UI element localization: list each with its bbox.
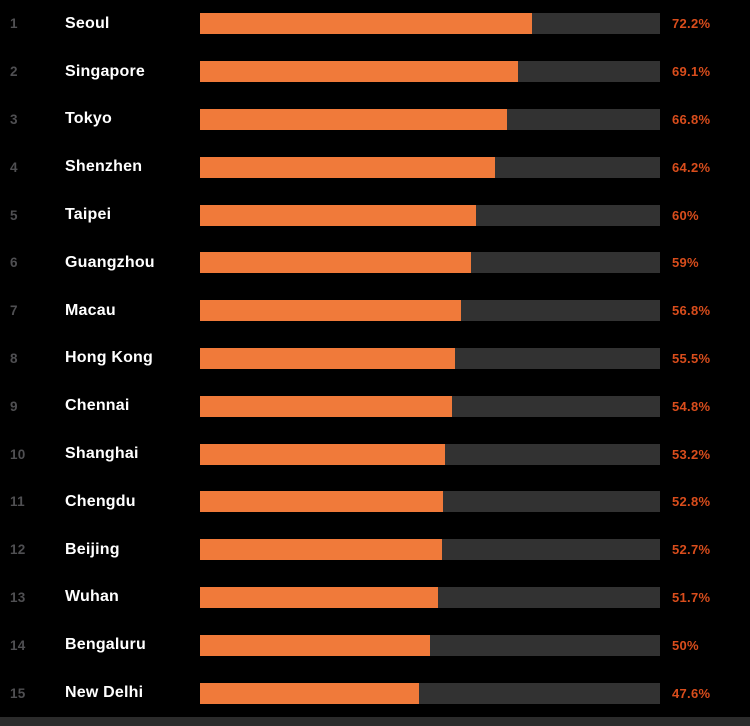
bar-track (200, 108, 660, 130)
bar-fill (200, 539, 443, 561)
list-item: 5 Taipei 60% (0, 191, 750, 239)
list-item: 13 Wuhan 51.7% (0, 574, 750, 622)
rank-label: 12 (10, 542, 26, 558)
bar-track (200, 61, 660, 83)
percent-label: 50% (672, 637, 699, 653)
city-label: Chennai (65, 397, 130, 415)
list-item: 9 Chennai 54.8% (0, 382, 750, 430)
rank-label: 4 (10, 159, 18, 175)
bar-track (200, 156, 660, 178)
bar-track (200, 443, 660, 465)
percent-label: 54.8% (672, 398, 711, 414)
percent-label: 59% (672, 255, 699, 271)
rank-label: 9 (10, 398, 18, 414)
bar-fill (200, 13, 533, 35)
city-label: Macau (65, 301, 116, 319)
bar-track (200, 204, 660, 226)
city-label: Shanghai (65, 445, 139, 463)
city-label: Singapore (65, 62, 146, 80)
percent-label: 55.5% (672, 350, 711, 366)
bar-fill (200, 300, 462, 322)
city-label: Seoul (65, 14, 110, 32)
bar-fill (200, 634, 430, 656)
rank-label: 2 (10, 64, 18, 80)
percent-label: 53.2% (672, 446, 711, 462)
bar-track (200, 491, 660, 513)
bar-track (200, 300, 660, 322)
rank-label: 14 (10, 637, 26, 653)
city-label: Beijing (65, 540, 120, 558)
bar-fill (200, 252, 472, 274)
list-item: 15 New Delhi 47.6% (0, 669, 750, 717)
bar-track (200, 252, 660, 274)
bar-track (200, 634, 660, 656)
list-item: 1 Seoul 72.2% (0, 0, 750, 48)
city-label: Hong Kong (65, 349, 153, 367)
percent-label: 64.2% (672, 159, 711, 175)
bar-fill (200, 61, 518, 83)
rank-label: 15 (10, 685, 26, 701)
bar-track (200, 395, 660, 417)
bar-fill (200, 156, 496, 178)
bar-fill (200, 443, 445, 465)
list-item: 10 Shanghai 53.2% (0, 430, 750, 478)
bar-track (200, 539, 660, 561)
list-item: 3 Tokyo 66.8% (0, 96, 750, 144)
list-item: 2 Singapore 69.1% (0, 48, 750, 96)
bar-track (200, 347, 660, 369)
rank-label: 8 (10, 350, 18, 366)
city-label: Guangzhou (65, 253, 155, 271)
bar-fill (200, 586, 438, 608)
city-label: Shenzhen (65, 158, 143, 176)
city-label: New Delhi (65, 684, 144, 702)
list-item: 8 Hong Kong 55.5% (0, 335, 750, 383)
percent-label: 60% (672, 207, 699, 223)
list-item: 4 Shenzhen 64.2% (0, 143, 750, 191)
percent-label: 72.2% (672, 16, 711, 32)
list-item: 14 Bengaluru 50% (0, 621, 750, 669)
bottom-divider (0, 717, 750, 726)
rank-label: 13 (10, 589, 26, 605)
list-item: 11 Chengdu 52.8% (0, 478, 750, 526)
bar-fill (200, 108, 508, 130)
rank-label: 11 (10, 494, 25, 510)
bar-fill (200, 491, 443, 513)
bar-fill (200, 347, 456, 369)
rank-label: 6 (10, 255, 18, 271)
city-label: Wuhan (65, 588, 120, 606)
percent-label: 51.7% (672, 589, 711, 605)
percent-label: 66.8% (672, 111, 711, 127)
city-label: Taipei (65, 206, 112, 224)
list-item: 7 Macau 56.8% (0, 287, 750, 335)
rank-label: 7 (10, 303, 18, 319)
city-label: Tokyo (65, 110, 112, 128)
percent-label: 52.7% (672, 542, 711, 558)
city-label: Chengdu (65, 492, 136, 510)
list-item: 6 Guangzhou 59% (0, 239, 750, 287)
rank-label: 3 (10, 111, 18, 127)
city-label: Bengaluru (65, 636, 146, 654)
percent-label: 69.1% (672, 64, 711, 80)
rank-label: 1 (10, 16, 18, 32)
bar-fill (200, 682, 419, 704)
percent-label: 56.8% (672, 303, 711, 319)
bar-track (200, 586, 660, 608)
rank-label: 10 (10, 446, 26, 462)
percent-label: 52.8% (672, 494, 711, 510)
bar-track (200, 682, 660, 704)
rank-label: 5 (10, 207, 18, 223)
percent-label: 47.6% (672, 685, 711, 701)
bar-fill (200, 204, 476, 226)
list-item: 12 Beijing 52.7% (0, 526, 750, 574)
bar-fill (200, 395, 453, 417)
bar-track (200, 13, 660, 35)
